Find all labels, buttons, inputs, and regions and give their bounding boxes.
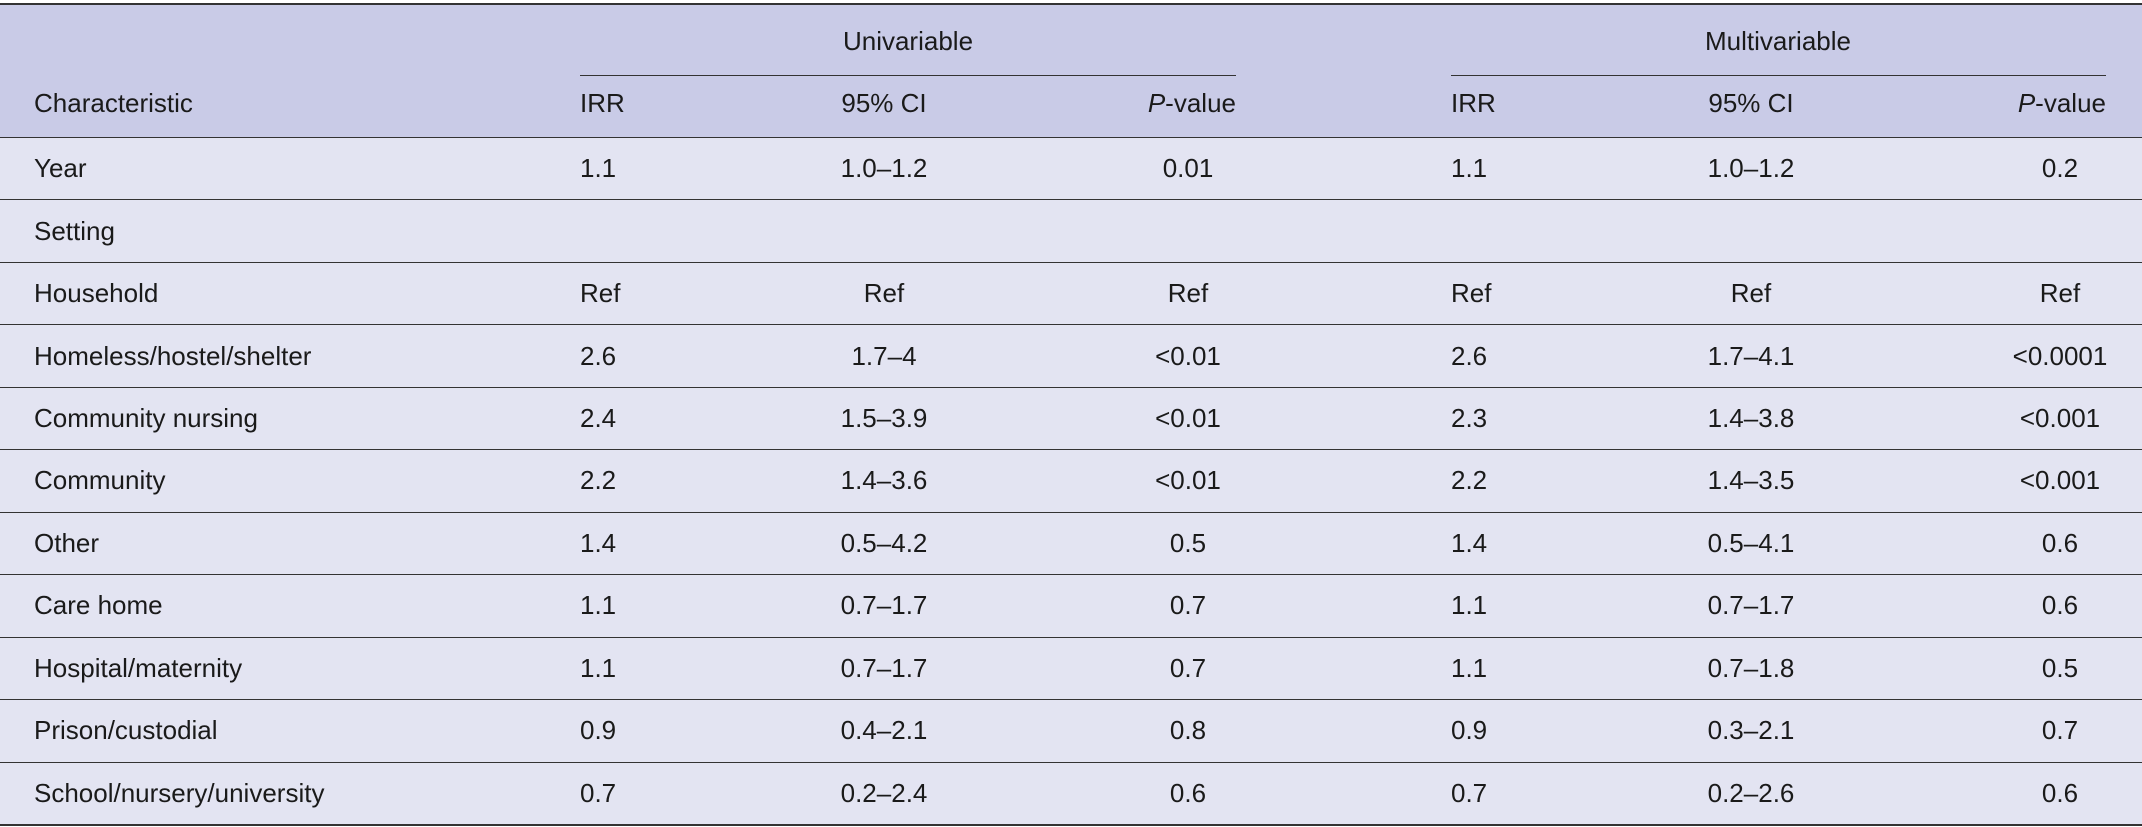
table-cell: 1.4–3.8	[1707, 403, 1795, 434]
bottom-border	[0, 824, 2142, 826]
table-cell: 1.1	[1451, 590, 1488, 621]
group-rule	[1451, 75, 2106, 76]
group-header: Univariable	[842, 26, 974, 56]
table-cell: 0.3–2.1	[1707, 715, 1795, 746]
row-separator	[0, 637, 2142, 638]
table-cell: Ref	[863, 278, 905, 309]
table-cell: 1.7–4	[851, 340, 917, 371]
row-separator	[0, 699, 2142, 700]
table-cell: 0.7	[1451, 777, 1488, 808]
table-cell: 0.5	[2041, 652, 2079, 683]
table-cell: 1.4–3.6	[840, 465, 928, 496]
table-cell: 1.0–1.2	[1707, 153, 1795, 184]
table-cell: 0.9	[580, 715, 617, 746]
table-cell: 0.7–1.7	[1707, 590, 1795, 621]
row-label: Prison/custodial	[34, 715, 218, 746]
row-label: Household	[34, 278, 159, 309]
row-separator	[0, 762, 2142, 763]
table-cell: 0.9	[1451, 715, 1488, 746]
header-border	[0, 137, 2142, 138]
table-cell: <0.01	[1155, 340, 1221, 371]
table-cell: 2.3	[1451, 403, 1488, 434]
row-separator	[0, 262, 2142, 263]
table-cell: 0.6	[1169, 777, 1207, 808]
column-header: 95% CI	[841, 88, 927, 118]
table-cell: 0.7	[2041, 715, 2079, 746]
table-cell: 0.2–2.6	[1707, 777, 1795, 808]
row-label: Other	[34, 527, 100, 558]
row-separator	[0, 387, 2142, 388]
table-cell: 0.5–4.1	[1707, 527, 1795, 558]
column-header: 95% CI	[1708, 88, 1794, 118]
table-cell: 1.1	[1451, 652, 1488, 683]
table-cell: Ref	[1167, 278, 1209, 309]
table-cell: 2.4	[580, 403, 617, 434]
table-cell: 0.7	[1169, 590, 1207, 621]
row-label: Hospital/maternity	[34, 652, 243, 683]
table-cell: 0.4–2.1	[840, 715, 928, 746]
table-cell: 1.1	[1451, 153, 1488, 184]
table-cell: 0.5–4.2	[840, 527, 928, 558]
table-cell: <0.001	[2019, 403, 2101, 434]
group-rule	[580, 75, 1236, 76]
table-cell: 0.7–1.7	[840, 590, 928, 621]
table-cell: 1.4	[580, 527, 617, 558]
table-cell: 0.6	[2041, 777, 2079, 808]
row-separator	[0, 574, 2142, 575]
row-separator	[0, 199, 2142, 200]
table-cell: 0.2–2.4	[840, 777, 928, 808]
body-background	[0, 137, 2142, 824]
column-header: P-value	[2017, 88, 2106, 118]
column-header: Characteristic	[34, 88, 193, 118]
table-cell: 1.4	[1451, 527, 1488, 558]
row-separator	[0, 449, 2142, 450]
row-separator	[0, 324, 2142, 325]
row-label: Year	[34, 153, 87, 184]
table-cell: 0.7–1.8	[1707, 652, 1795, 683]
group-header: Multivariable	[1705, 26, 1851, 56]
row-label: Homeless/hostel/shelter	[34, 340, 312, 371]
table-cell: 1.0–1.2	[840, 153, 928, 184]
table-cell: 2.6	[580, 340, 617, 371]
row-label: Care home	[34, 590, 163, 621]
table-cell: 0.7	[1169, 652, 1207, 683]
table-cell: 1.1	[580, 652, 617, 683]
column-header: IRR	[1451, 88, 1496, 118]
table-cell: 1.4–3.5	[1707, 465, 1795, 496]
top-border	[0, 3, 2142, 5]
table-cell: Ref	[1730, 278, 1772, 309]
table-cell: <0.001	[2019, 465, 2101, 496]
table-cell: 0.6	[2041, 590, 2079, 621]
table-cell: 2.6	[1451, 340, 1488, 371]
row-label: Setting	[34, 215, 115, 246]
table-cell: 2.2	[580, 465, 617, 496]
table-cell: <0.0001	[2012, 340, 2108, 371]
header-background	[0, 4, 2142, 137]
row-label: School/nursery/university	[34, 777, 325, 808]
table-cell: 1.5–3.9	[840, 403, 928, 434]
table-cell: 2.2	[1451, 465, 1488, 496]
table-cell: <0.01	[1155, 403, 1221, 434]
table-cell: 0.7–1.7	[840, 652, 928, 683]
table-cell: Ref	[2039, 278, 2081, 309]
row-label: Community	[34, 465, 166, 496]
table-cell: Ref	[1451, 278, 1492, 309]
table-cell: 0.2	[2041, 153, 2079, 184]
table-cell: 1.7–4.1	[1707, 340, 1795, 371]
row-label: Community nursing	[34, 403, 258, 434]
table-cell: 0.8	[1169, 715, 1207, 746]
row-separator	[0, 512, 2142, 513]
table-cell: Ref	[580, 278, 621, 309]
table-cell: 1.1	[580, 590, 617, 621]
column-header: IRR	[580, 88, 625, 118]
column-header: P-value	[1147, 88, 1236, 118]
table-cell: 0.6	[2041, 527, 2079, 558]
table-cell: 0.01	[1162, 153, 1214, 184]
table-cell: 0.7	[580, 777, 617, 808]
table-cell: <0.01	[1155, 465, 1221, 496]
table-cell: 0.5	[1169, 527, 1207, 558]
table-cell: 1.1	[580, 153, 617, 184]
